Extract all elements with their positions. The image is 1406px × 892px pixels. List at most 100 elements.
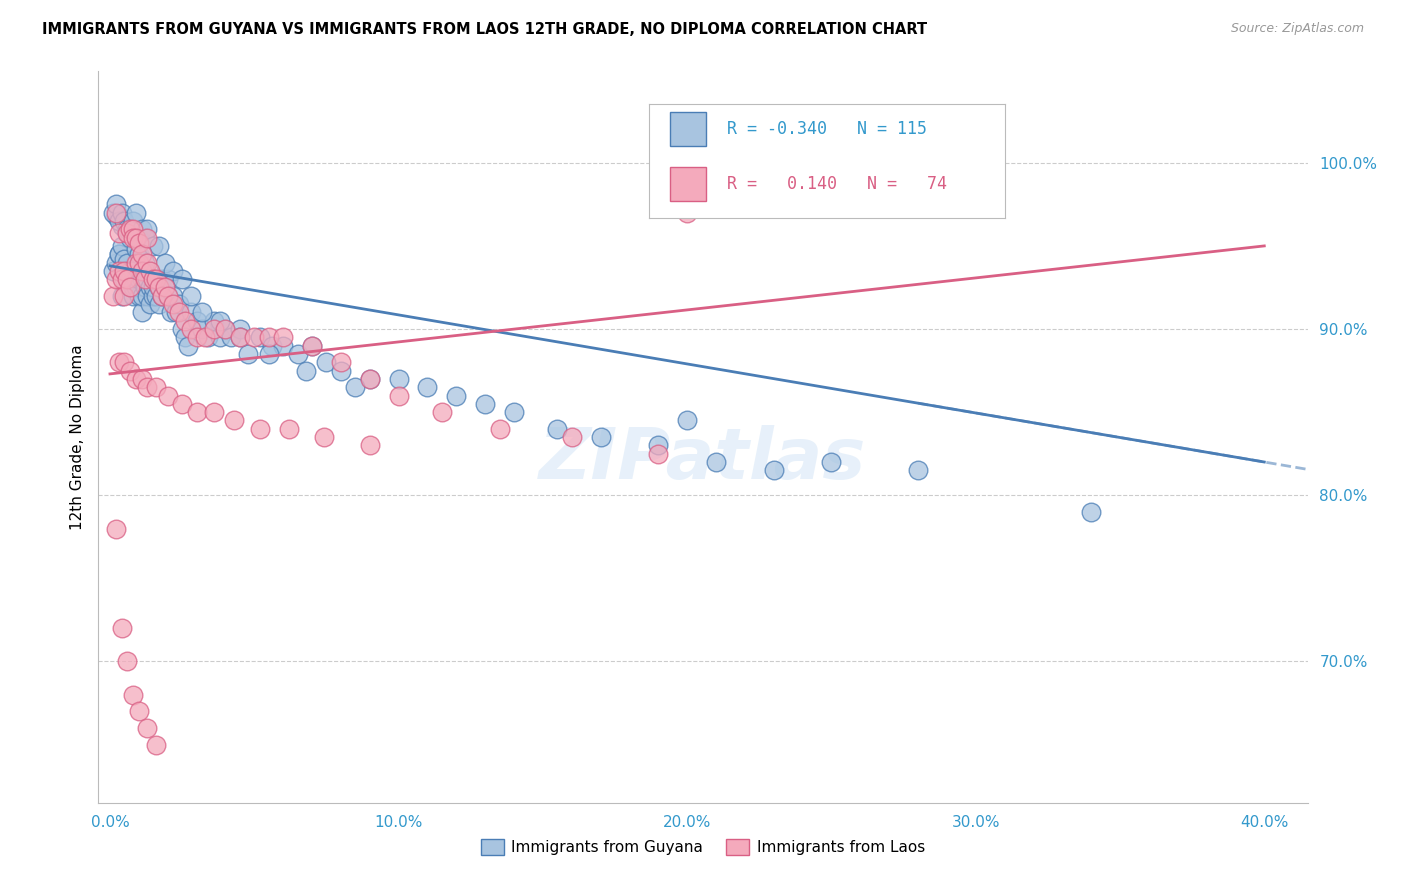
Point xyxy=(153,280,176,294)
Point xyxy=(120,222,142,236)
Point xyxy=(222,413,245,427)
Point xyxy=(295,363,318,377)
Point xyxy=(107,214,129,228)
Point xyxy=(131,264,153,278)
Point xyxy=(446,388,468,402)
Point xyxy=(156,289,179,303)
Point xyxy=(191,305,214,319)
Point xyxy=(287,347,309,361)
Point xyxy=(131,222,153,236)
Point xyxy=(229,330,252,344)
Point xyxy=(122,264,145,278)
Point xyxy=(128,289,150,303)
Point xyxy=(125,205,148,219)
Point xyxy=(125,280,148,294)
Point xyxy=(156,388,179,402)
Text: Source: ZipAtlas.com: Source: ZipAtlas.com xyxy=(1230,22,1364,36)
Point xyxy=(238,347,260,361)
Point xyxy=(159,305,181,319)
Point xyxy=(112,355,135,369)
Point xyxy=(249,330,271,344)
Point xyxy=(271,339,294,353)
Point xyxy=(107,355,129,369)
Point xyxy=(145,738,167,752)
Point xyxy=(117,655,139,669)
Point xyxy=(128,230,150,244)
Point xyxy=(172,272,194,286)
Point xyxy=(142,289,165,303)
Point xyxy=(167,305,190,319)
Point xyxy=(120,264,142,278)
Point xyxy=(110,205,132,219)
Point xyxy=(112,252,135,267)
Point xyxy=(112,264,135,278)
Point xyxy=(142,280,165,294)
Point xyxy=(197,330,219,344)
Point xyxy=(162,289,184,303)
Point xyxy=(117,222,139,236)
Point xyxy=(359,372,381,386)
Point xyxy=(134,272,156,286)
Point xyxy=(117,272,139,286)
Point xyxy=(180,289,202,303)
Point xyxy=(134,230,156,244)
Point xyxy=(134,280,156,294)
Point xyxy=(107,209,129,223)
Point xyxy=(120,272,142,286)
Point xyxy=(120,222,142,236)
Point xyxy=(104,521,127,535)
Point xyxy=(120,363,142,377)
Point xyxy=(131,247,153,261)
Point xyxy=(312,430,335,444)
Point xyxy=(647,438,669,452)
Point xyxy=(142,272,165,286)
Point xyxy=(150,272,173,286)
Point xyxy=(136,721,159,735)
Point xyxy=(503,405,526,419)
Point xyxy=(387,372,409,386)
Point xyxy=(145,272,167,286)
Point xyxy=(561,430,583,444)
Point xyxy=(110,272,132,286)
Point xyxy=(257,330,280,344)
Point xyxy=(208,330,231,344)
Point xyxy=(131,272,153,286)
Point xyxy=(589,430,612,444)
Point xyxy=(260,339,283,353)
Point xyxy=(139,280,162,294)
Point xyxy=(122,214,145,228)
Point xyxy=(122,230,145,244)
Point xyxy=(112,272,135,286)
Point xyxy=(329,363,352,377)
Point xyxy=(174,314,197,328)
Point xyxy=(112,264,135,278)
Point xyxy=(104,205,127,219)
Point xyxy=(301,339,323,353)
Point xyxy=(148,239,170,253)
Point xyxy=(647,447,669,461)
Point xyxy=(359,372,381,386)
Point xyxy=(762,463,785,477)
Point xyxy=(128,705,150,719)
Point xyxy=(131,305,153,319)
Point xyxy=(153,280,176,294)
Point xyxy=(120,230,142,244)
Point xyxy=(110,621,132,635)
Point xyxy=(117,272,139,286)
Point xyxy=(145,272,167,286)
Point xyxy=(202,322,225,336)
Point xyxy=(704,455,727,469)
Point xyxy=(219,330,242,344)
Point xyxy=(148,280,170,294)
Point xyxy=(257,347,280,361)
Point xyxy=(107,247,129,261)
Point xyxy=(112,289,135,303)
Point xyxy=(101,264,124,278)
Point xyxy=(416,380,439,394)
Point xyxy=(156,289,179,303)
Point xyxy=(122,280,145,294)
Point xyxy=(101,205,124,219)
Point xyxy=(301,339,323,353)
Point xyxy=(110,219,132,233)
Point xyxy=(167,297,190,311)
